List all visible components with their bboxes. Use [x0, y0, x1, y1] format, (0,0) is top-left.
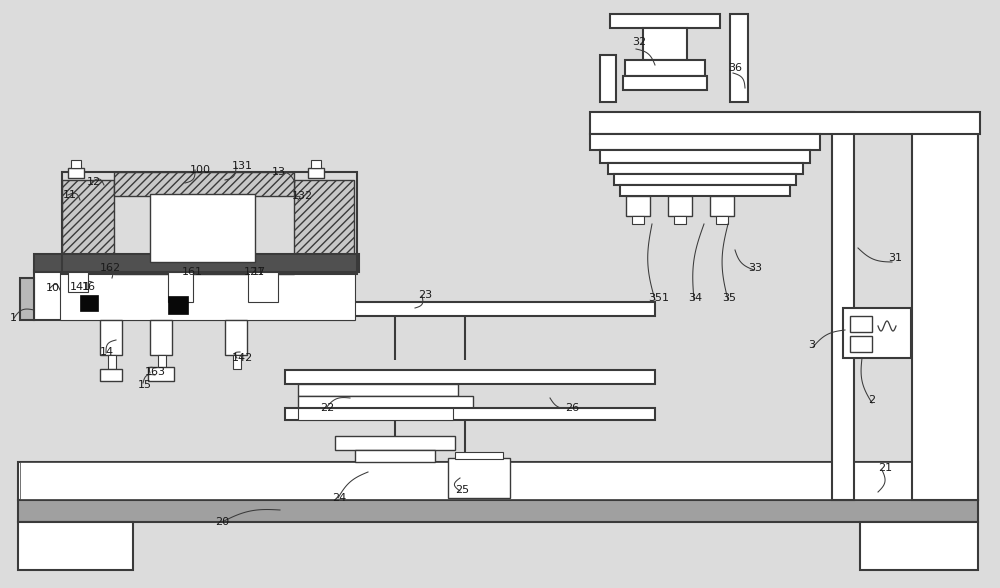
Bar: [632, 216, 644, 224]
Bar: [600, 55, 616, 102]
Bar: [114, 172, 294, 196]
Bar: [18, 462, 978, 500]
Text: 1: 1: [10, 313, 17, 323]
Bar: [311, 160, 321, 168]
Bar: [623, 76, 707, 90]
Bar: [148, 367, 174, 381]
Bar: [150, 194, 255, 262]
Text: 33: 33: [748, 263, 762, 273]
Bar: [355, 450, 435, 462]
Bar: [620, 185, 790, 196]
Text: 15: 15: [138, 380, 152, 390]
Text: 13: 13: [272, 167, 286, 177]
Bar: [674, 216, 686, 224]
Text: 17: 17: [252, 267, 266, 277]
Bar: [730, 14, 748, 102]
Bar: [20, 278, 34, 320]
Bar: [233, 355, 241, 369]
Text: 2: 2: [868, 395, 875, 405]
Text: 22: 22: [320, 403, 334, 413]
Text: 31: 31: [888, 253, 902, 263]
Bar: [285, 408, 655, 420]
Text: 142: 142: [232, 353, 253, 363]
Bar: [710, 196, 734, 216]
Text: 121: 121: [244, 267, 265, 277]
Bar: [608, 163, 803, 174]
Bar: [34, 254, 359, 272]
Bar: [455, 452, 503, 459]
Text: 141: 141: [70, 282, 91, 292]
Bar: [62, 180, 114, 270]
Bar: [20, 462, 976, 499]
Bar: [590, 112, 980, 134]
Text: 21: 21: [878, 463, 892, 473]
Bar: [114, 258, 294, 274]
Bar: [60, 272, 355, 320]
Bar: [448, 458, 510, 498]
Bar: [590, 134, 820, 150]
Bar: [100, 320, 122, 355]
Bar: [614, 174, 796, 185]
Bar: [80, 295, 98, 311]
Text: 131: 131: [232, 161, 253, 171]
Text: 11: 11: [63, 190, 77, 200]
Bar: [850, 336, 872, 352]
Bar: [716, 216, 728, 224]
Text: 163: 163: [145, 367, 166, 377]
Bar: [285, 302, 655, 316]
Bar: [298, 396, 473, 408]
Bar: [168, 296, 188, 314]
Bar: [34, 270, 354, 320]
Bar: [18, 500, 978, 522]
Bar: [912, 112, 978, 500]
Bar: [850, 316, 872, 332]
Bar: [610, 14, 720, 28]
Bar: [225, 320, 247, 355]
Text: 14: 14: [100, 347, 114, 357]
Bar: [150, 320, 172, 355]
Bar: [294, 180, 354, 270]
Bar: [625, 60, 705, 76]
Bar: [643, 28, 687, 60]
Bar: [68, 168, 84, 178]
Bar: [285, 370, 655, 384]
Bar: [248, 272, 278, 302]
Text: 351: 351: [648, 293, 669, 303]
Bar: [62, 172, 357, 274]
Text: 23: 23: [418, 290, 432, 300]
Bar: [335, 436, 455, 450]
Text: 16: 16: [82, 282, 96, 292]
Bar: [158, 355, 166, 369]
Bar: [843, 308, 911, 358]
Bar: [168, 272, 193, 302]
Text: 24: 24: [332, 493, 346, 503]
Text: 100: 100: [190, 165, 211, 175]
Text: 12: 12: [87, 177, 101, 187]
Bar: [108, 355, 116, 369]
Bar: [71, 160, 81, 168]
Bar: [298, 384, 458, 396]
Text: 34: 34: [688, 293, 702, 303]
Bar: [18, 522, 133, 570]
Text: 20: 20: [215, 517, 229, 527]
Text: 10: 10: [46, 283, 60, 293]
Text: 3: 3: [808, 340, 815, 350]
Bar: [668, 196, 692, 216]
Text: 35: 35: [722, 293, 736, 303]
Text: 162: 162: [100, 263, 121, 273]
Bar: [68, 272, 88, 292]
Bar: [626, 196, 650, 216]
Bar: [600, 150, 810, 163]
Bar: [832, 112, 854, 500]
Bar: [298, 408, 453, 420]
Bar: [100, 369, 122, 381]
Text: 161: 161: [182, 267, 203, 277]
Text: 36: 36: [728, 63, 742, 73]
Text: 26: 26: [565, 403, 579, 413]
Text: 32: 32: [632, 37, 646, 47]
Bar: [860, 522, 978, 570]
Bar: [308, 168, 324, 178]
Text: 132: 132: [292, 191, 313, 201]
Text: 25: 25: [455, 485, 469, 495]
